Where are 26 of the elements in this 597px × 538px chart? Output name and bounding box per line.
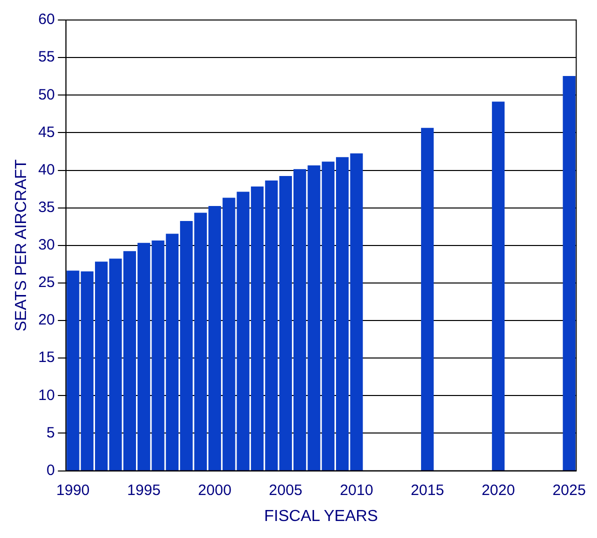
x-tick-label: 2025 bbox=[552, 482, 586, 499]
bar bbox=[492, 102, 505, 471]
x-axis-title: FISCAL YEARS bbox=[264, 508, 378, 525]
x-tick-label: 2020 bbox=[482, 482, 515, 499]
y-tick-label: 60 bbox=[38, 11, 55, 28]
x-tick-label: 2010 bbox=[340, 482, 374, 499]
x-tick-label: 1995 bbox=[127, 482, 161, 499]
y-tick-label: 50 bbox=[38, 86, 55, 104]
y-tick-label: 0 bbox=[46, 462, 55, 479]
y-tick-label: 40 bbox=[38, 161, 55, 178]
y-tick-label: 35 bbox=[38, 198, 55, 216]
y-tick-label: 30 bbox=[38, 236, 55, 254]
y-tick-label: 55 bbox=[38, 48, 55, 66]
y-tick-label: 20 bbox=[38, 312, 55, 329]
bar bbox=[421, 128, 434, 471]
y-tick-label: 10 bbox=[38, 386, 55, 404]
x-tick-label: 2000 bbox=[198, 482, 232, 499]
y-tick-label: 45 bbox=[38, 124, 55, 141]
y-tick-label: 25 bbox=[38, 274, 55, 292]
x-tick-label: 2015 bbox=[410, 482, 444, 499]
x-tick-label: 1990 bbox=[56, 482, 90, 499]
y-tick-label: 5 bbox=[46, 424, 55, 442]
x-tick-label: 2005 bbox=[268, 482, 302, 499]
y-axis-title: SEATS PER AIRCRAFT bbox=[13, 159, 30, 332]
y-tick-label: 15 bbox=[38, 349, 55, 366]
bar bbox=[562, 76, 576, 471]
